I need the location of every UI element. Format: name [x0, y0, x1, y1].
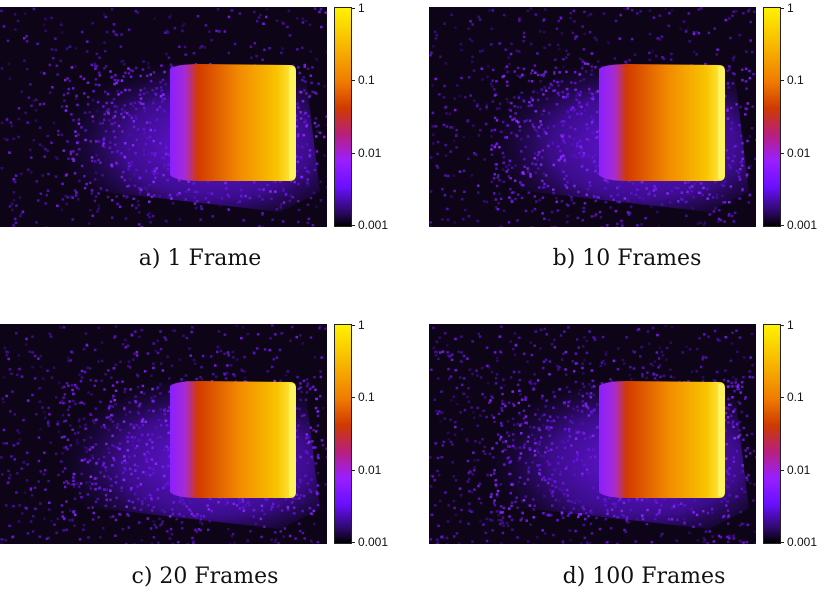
- colorbar-tick-d-0.001: 0.001: [787, 535, 818, 549]
- heatmap-image-a: [0, 7, 327, 227]
- colorbar-d: [763, 324, 781, 544]
- colorbar-tick-a-1: 1: [358, 1, 365, 15]
- colorbar-tick-a-0.01: 0.01: [358, 146, 382, 160]
- colorbar-tick-a-0.1: 0.1: [358, 73, 375, 87]
- colorbar-tick-c-0.001: 0.001: [358, 535, 389, 549]
- colorbar-tick-b-0.1: 0.1: [787, 73, 804, 87]
- caption-c: c) 20 Frames: [131, 564, 279, 589]
- caption-d: d) 100 Frames: [562, 564, 726, 589]
- heatmap-image-c: [0, 324, 327, 544]
- colorbar-b: [763, 7, 781, 227]
- colorbar-tick-b-0.001: 0.001: [787, 218, 818, 232]
- colorbar-tick-d-1: 1: [787, 318, 794, 332]
- caption-b: b) 10 Frames: [552, 246, 702, 271]
- colorbar-tick-c-0.1: 0.1: [358, 390, 375, 404]
- colorbar-a: [334, 7, 352, 227]
- heatmap-image-d: [429, 324, 756, 544]
- colorbar-c: [334, 324, 352, 544]
- colorbar-tick-a-0.001: 0.001: [358, 218, 389, 232]
- colorbar-tick-b-1: 1: [787, 1, 794, 15]
- colorbar-tick-d-0.1: 0.1: [787, 390, 804, 404]
- colorbar-tick-c-1: 1: [358, 318, 365, 332]
- caption-a: a) 1 Frame: [138, 246, 262, 271]
- colorbar-tick-d-0.01: 0.01: [787, 463, 811, 477]
- colorbar-tick-b-0.01: 0.01: [787, 146, 811, 160]
- heatmap-image-b: [429, 7, 756, 227]
- colorbar-tick-c-0.01: 0.01: [358, 463, 382, 477]
